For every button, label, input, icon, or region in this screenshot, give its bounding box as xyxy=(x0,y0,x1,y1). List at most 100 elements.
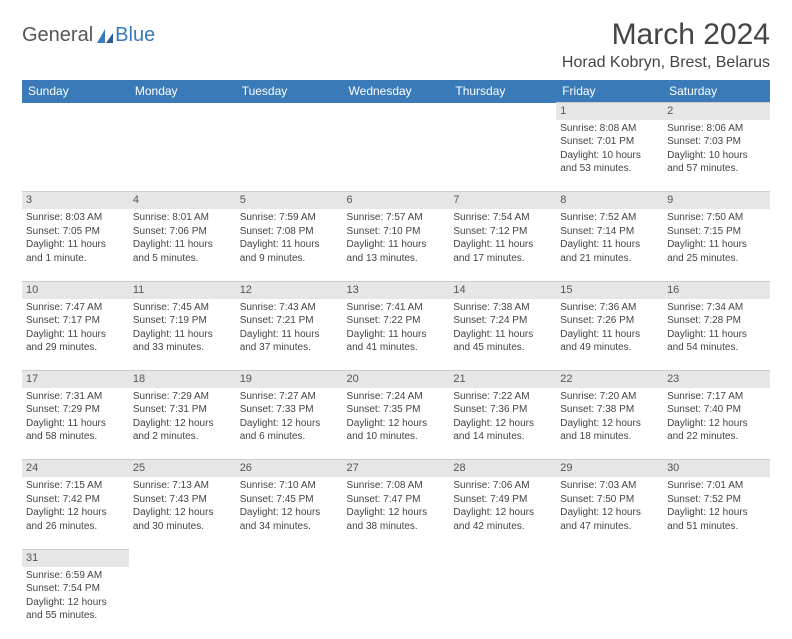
daylight-text: Daylight: 11 hours and 1 minute. xyxy=(26,238,125,265)
day-number-cell: 25 xyxy=(129,460,236,477)
day-details-cell: Sunrise: 7:43 AMSunset: 7:21 PMDaylight:… xyxy=(236,299,343,371)
day-number-cell: 11 xyxy=(129,281,236,298)
sunrise-text: Sunrise: 7:36 AM xyxy=(560,301,659,315)
day-details-cell: Sunrise: 7:50 AMSunset: 7:15 PMDaylight:… xyxy=(663,209,770,281)
daylight-text: Daylight: 10 hours and 57 minutes. xyxy=(667,149,766,176)
day-number-cell xyxy=(449,549,556,566)
sunrise-text: Sunrise: 7:03 AM xyxy=(560,479,659,493)
day-details-cell: Sunrise: 7:41 AMSunset: 7:22 PMDaylight:… xyxy=(343,299,450,371)
sunset-text: Sunset: 7:47 PM xyxy=(347,493,446,507)
daylight-text: Daylight: 12 hours and 2 minutes. xyxy=(133,417,232,444)
day-number-cell: 18 xyxy=(129,371,236,388)
daylight-text: Daylight: 11 hours and 58 minutes. xyxy=(26,417,125,444)
day-number-cell: 7 xyxy=(449,192,556,209)
sunset-text: Sunset: 7:42 PM xyxy=(26,493,125,507)
day-details-row: Sunrise: 7:15 AMSunset: 7:42 PM Daylight:… xyxy=(22,477,770,549)
brand-logo: General Blue xyxy=(22,24,155,47)
day-details-cell: Sunrise: 7:57 AMSunset: 7:10 PMDaylight:… xyxy=(343,209,450,281)
sunrise-text: Sunrise: 7:43 AM xyxy=(240,301,339,315)
day-details-cell xyxy=(343,567,450,639)
sunset-text: Sunset: 7:06 PM xyxy=(133,225,232,239)
sunrise-text: Sunrise: 6:59 AM xyxy=(26,569,125,583)
day-details-cell xyxy=(343,120,450,192)
day-details-cell: Sunrise: 7:29 AMSunset: 7:31 PMDaylight:… xyxy=(129,388,236,460)
day-number-cell: 17 xyxy=(22,371,129,388)
daylight-text: Daylight: 10 hours and 53 minutes. xyxy=(560,149,659,176)
sunrise-text: Sunrise: 7:15 AM xyxy=(26,479,125,493)
sunrise-text: Sunrise: 7:38 AM xyxy=(453,301,552,315)
sunset-text: Sunset: 7:36 PM xyxy=(453,403,552,417)
daylight-text: Daylight: 12 hours and 51 minutes. xyxy=(667,506,766,533)
day-number-cell: 3 xyxy=(22,192,129,209)
day-number-cell xyxy=(129,549,236,566)
day-number-row: 24252627282930 xyxy=(22,460,770,477)
sunset-text: Sunset: 7:26 PM xyxy=(560,314,659,328)
sunset-text: Sunset: 7:52 PM xyxy=(667,493,766,507)
day-details-cell: Sunrise: 7:27 AMSunset: 7:33 PMDaylight:… xyxy=(236,388,343,460)
day-number-cell: 4 xyxy=(129,192,236,209)
weekday-header-row: Sunday Monday Tuesday Wednesday Thursday… xyxy=(22,80,770,103)
day-number-row: 31 xyxy=(22,549,770,566)
brand-general: General xyxy=(22,24,93,47)
daylight-text: Daylight: 11 hours and 5 minutes. xyxy=(133,238,232,265)
day-number-cell xyxy=(663,549,770,566)
sunset-text: Sunset: 7:50 PM xyxy=(560,493,659,507)
sunrise-text: Sunrise: 7:24 AM xyxy=(347,390,446,404)
daylight-text: Daylight: 11 hours and 17 minutes. xyxy=(453,238,552,265)
day-number-cell: 22 xyxy=(556,371,663,388)
sunrise-text: Sunrise: 7:22 AM xyxy=(453,390,552,404)
sunrise-text: Sunrise: 7:13 AM xyxy=(133,479,232,493)
sunset-text: Sunset: 7:38 PM xyxy=(560,403,659,417)
sunset-text: Sunset: 7:03 PM xyxy=(667,135,766,149)
calendar-table: Sunday Monday Tuesday Wednesday Thursday… xyxy=(22,80,770,639)
day-number-cell: 10 xyxy=(22,281,129,298)
sunrise-text: Sunrise: 8:01 AM xyxy=(133,211,232,225)
day-number-cell xyxy=(236,549,343,566)
day-details-row: Sunrise: 8:08 AMSunset: 7:01 PMDaylight:… xyxy=(22,120,770,192)
daylight-text: Daylight: 11 hours and 13 minutes. xyxy=(347,238,446,265)
month-title: March 2024 xyxy=(562,18,770,52)
sunrise-text: Sunrise: 8:03 AM xyxy=(26,211,125,225)
sunrise-text: Sunrise: 8:06 AM xyxy=(667,122,766,136)
sunset-text: Sunset: 7:45 PM xyxy=(240,493,339,507)
day-number-cell: 29 xyxy=(556,460,663,477)
day-details-cell: Sunrise: 7:54 AMSunset: 7:12 PMDaylight:… xyxy=(449,209,556,281)
day-details-row: Sunrise: 8:03 AMSunset: 7:05 PMDaylight:… xyxy=(22,209,770,281)
sunset-text: Sunset: 7:31 PM xyxy=(133,403,232,417)
day-details-cell: Sunrise: 7:24 AMSunset: 7:35 PMDaylight:… xyxy=(343,388,450,460)
day-details-cell xyxy=(449,567,556,639)
day-details-cell: Sunrise: 7:22 AMSunset: 7:36 PMDaylight:… xyxy=(449,388,556,460)
weekday-header: Monday xyxy=(129,80,236,103)
calendar-body: 12Sunrise: 8:08 AMSunset: 7:01 PMDayligh… xyxy=(22,103,770,639)
page-header: General Blue March 2024 Horad Kobryn, Br… xyxy=(22,18,770,72)
sunset-text: Sunset: 7:10 PM xyxy=(347,225,446,239)
sunset-text: Sunset: 7:08 PM xyxy=(240,225,339,239)
daylight-text: Daylight: 12 hours and 42 minutes. xyxy=(453,506,552,533)
daylight-text: Daylight: 11 hours and 49 minutes. xyxy=(560,328,659,355)
sunset-text: Sunset: 7:17 PM xyxy=(26,314,125,328)
sunrise-text: Sunrise: 7:01 AM xyxy=(667,479,766,493)
day-number-cell: 31 xyxy=(22,549,129,566)
day-details-cell: Sunrise: 7:47 AMSunset: 7:17 PMDaylight:… xyxy=(22,299,129,371)
sunset-text: Sunset: 7:49 PM xyxy=(453,493,552,507)
daylight-text: Daylight: 11 hours and 45 minutes. xyxy=(453,328,552,355)
day-details-cell: Sunrise: 8:06 AMSunset: 7:03 PMDaylight:… xyxy=(663,120,770,192)
day-number-cell: 12 xyxy=(236,281,343,298)
day-number-cell xyxy=(236,103,343,120)
weekday-header: Friday xyxy=(556,80,663,103)
day-number-row: 10111213141516 xyxy=(22,281,770,298)
sunset-text: Sunset: 7:28 PM xyxy=(667,314,766,328)
day-number-row: 3456789 xyxy=(22,192,770,209)
day-number-row: 12 xyxy=(22,103,770,120)
sunrise-text: Sunrise: 7:50 AM xyxy=(667,211,766,225)
sunset-text: Sunset: 7:14 PM xyxy=(560,225,659,239)
daylight-text: Daylight: 11 hours and 54 minutes. xyxy=(667,328,766,355)
day-number-cell: 15 xyxy=(556,281,663,298)
day-details-cell: Sunrise: 7:36 AMSunset: 7:26 PMDaylight:… xyxy=(556,299,663,371)
day-number-cell: 6 xyxy=(343,192,450,209)
day-details-cell: Sunrise: 7:15 AMSunset: 7:42 PMDaylight:… xyxy=(22,477,129,549)
sunrise-text: Sunrise: 7:31 AM xyxy=(26,390,125,404)
location-text: Horad Kobryn, Brest, Belarus xyxy=(562,54,770,72)
sunrise-text: Sunrise: 7:45 AM xyxy=(133,301,232,315)
day-number-cell: 8 xyxy=(556,192,663,209)
